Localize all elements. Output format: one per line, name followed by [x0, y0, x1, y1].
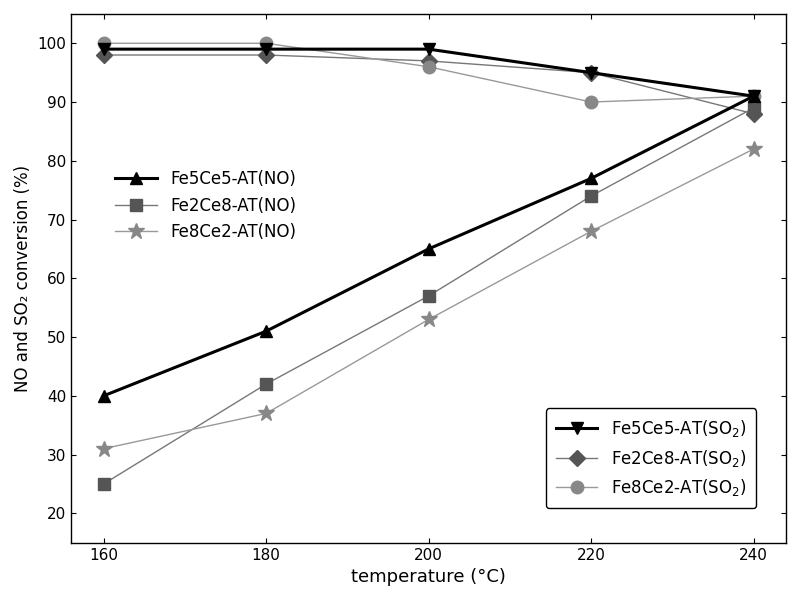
- Fe8Ce2-AT(NO): [749, 145, 758, 152]
- Fe8Ce2-AT(SO$_2$): [99, 40, 109, 47]
- Fe2Ce8-AT(NO): [749, 104, 758, 112]
- Line: Fe8Ce2-AT(SO$_2$): Fe8Ce2-AT(SO$_2$): [98, 37, 760, 108]
- Line: Fe8Ce2-AT(NO): Fe8Ce2-AT(NO): [95, 140, 762, 457]
- Fe8Ce2-AT(SO$_2$): [586, 98, 596, 106]
- Y-axis label: NO and SO₂ conversion (%): NO and SO₂ conversion (%): [14, 165, 32, 392]
- Fe2Ce8-AT(NO): [99, 481, 109, 488]
- Fe5Ce5-AT(NO): [424, 245, 434, 253]
- Fe2Ce8-AT(NO): [586, 193, 596, 200]
- Line: Fe2Ce8-AT(SO$_2$): Fe2Ce8-AT(SO$_2$): [98, 49, 759, 119]
- Fe5Ce5-AT(SO$_2$): [262, 46, 271, 53]
- Fe5Ce5-AT(NO): [749, 92, 758, 100]
- X-axis label: temperature (°C): temperature (°C): [351, 568, 506, 586]
- Fe5Ce5-AT(NO): [586, 175, 596, 182]
- Fe8Ce2-AT(NO): [262, 410, 271, 417]
- Fe5Ce5-AT(SO$_2$): [749, 92, 758, 100]
- Fe5Ce5-AT(NO): [262, 328, 271, 335]
- Fe2Ce8-AT(SO$_2$): [749, 110, 758, 118]
- Fe8Ce2-AT(SO$_2$): [262, 40, 271, 47]
- Fe5Ce5-AT(SO$_2$): [99, 46, 109, 53]
- Legend: Fe5Ce5-AT(SO$_2$), Fe2Ce8-AT(SO$_2$), Fe8Ce2-AT(SO$_2$): Fe5Ce5-AT(SO$_2$), Fe2Ce8-AT(SO$_2$), Fe…: [546, 408, 756, 508]
- Fe8Ce2-AT(NO): [586, 227, 596, 235]
- Fe2Ce8-AT(NO): [424, 292, 434, 299]
- Fe2Ce8-AT(SO$_2$): [424, 57, 434, 64]
- Fe8Ce2-AT(NO): [99, 445, 109, 452]
- Fe8Ce2-AT(SO$_2$): [749, 92, 758, 100]
- Fe2Ce8-AT(NO): [262, 380, 271, 388]
- Fe8Ce2-AT(SO$_2$): [424, 63, 434, 70]
- Fe2Ce8-AT(SO$_2$): [99, 52, 109, 59]
- Line: Fe5Ce5-AT(NO): Fe5Ce5-AT(NO): [98, 90, 760, 402]
- Fe5Ce5-AT(SO$_2$): [586, 69, 596, 76]
- Line: Fe5Ce5-AT(SO$_2$): Fe5Ce5-AT(SO$_2$): [98, 43, 760, 103]
- Line: Fe2Ce8-AT(NO): Fe2Ce8-AT(NO): [98, 103, 759, 490]
- Fe2Ce8-AT(SO$_2$): [262, 52, 271, 59]
- Fe5Ce5-AT(SO$_2$): [424, 46, 434, 53]
- Fe2Ce8-AT(SO$_2$): [586, 69, 596, 76]
- Fe5Ce5-AT(NO): [99, 392, 109, 400]
- Fe8Ce2-AT(NO): [424, 316, 434, 323]
